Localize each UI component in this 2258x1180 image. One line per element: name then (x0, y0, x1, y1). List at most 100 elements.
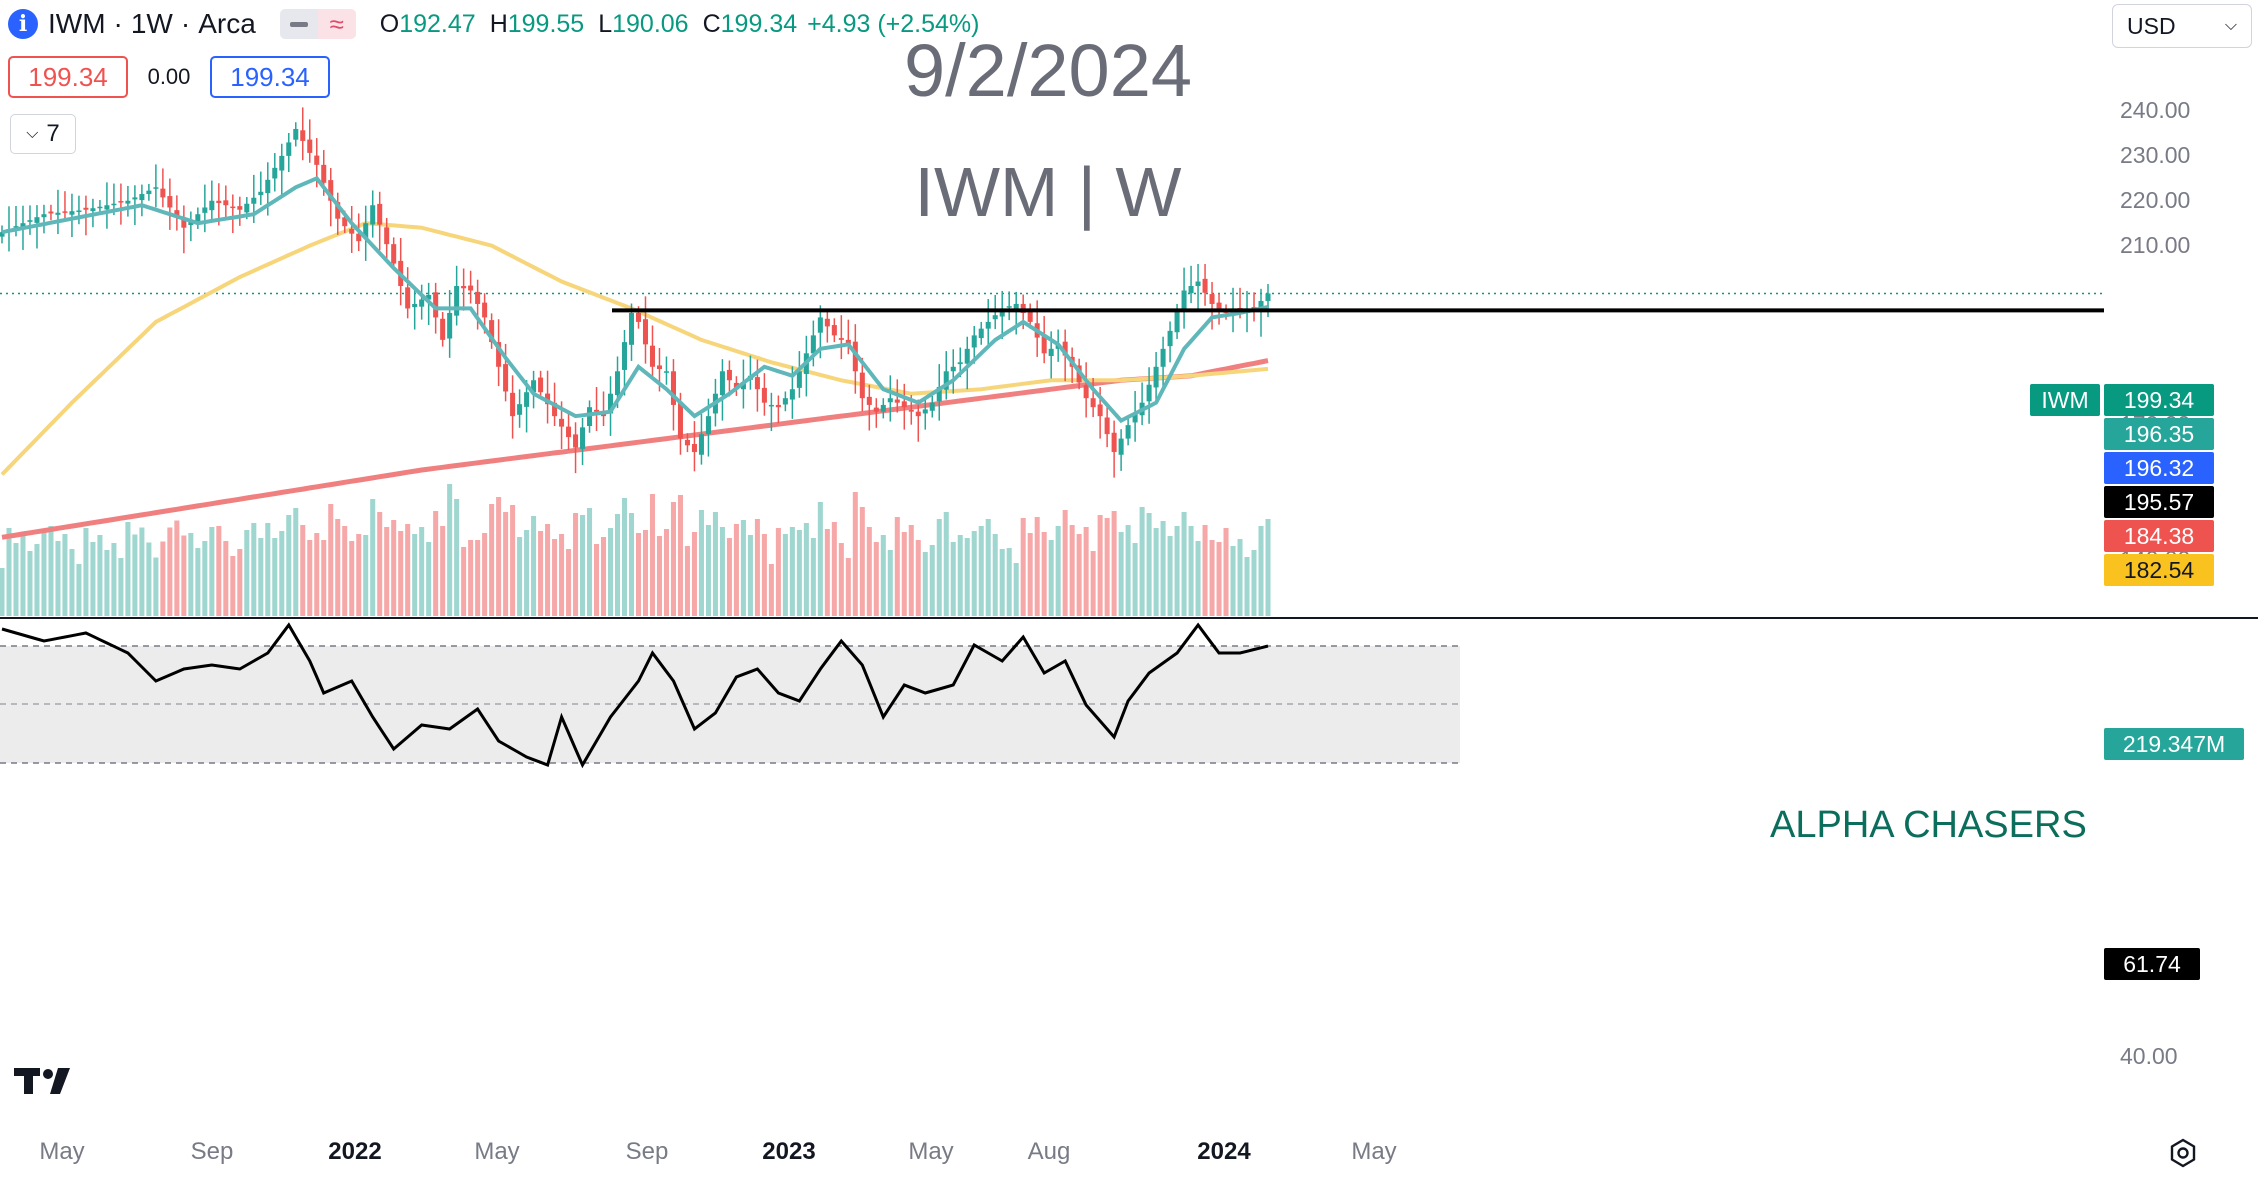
buy-button[interactable]: 199.34 (210, 56, 330, 98)
volume-bar (69, 549, 75, 616)
candle-body (559, 418, 565, 427)
volume-bar (321, 540, 327, 616)
ema2-price-tag: 196.32 (2104, 452, 2214, 484)
high-label: H (489, 9, 508, 38)
volume-bar (698, 510, 704, 616)
candle-body (125, 200, 131, 204)
candle-body (1160, 348, 1166, 367)
volume-bar (621, 498, 628, 616)
volume-bar (377, 512, 383, 616)
candle-body (293, 128, 299, 140)
time-axis-label: 2022 (328, 1138, 382, 1165)
candle-body (635, 312, 642, 322)
volume-bar (1230, 546, 1236, 616)
candle-body (244, 203, 250, 213)
separator: · (180, 8, 191, 39)
tradingview-logo[interactable] (14, 1066, 78, 1096)
time-axis-label: 2023 (762, 1138, 816, 1165)
settings-gear-icon[interactable] (2168, 1138, 2198, 1168)
candle-body (181, 217, 187, 228)
candle-body (754, 377, 760, 390)
volume-bar (307, 540, 313, 616)
compare-icon[interactable]: ≈ (317, 9, 356, 39)
volume-bar (601, 537, 607, 616)
time-axis-label: Sep (190, 1138, 234, 1165)
candle-body (887, 398, 893, 403)
time-axis-label: Sep (625, 1138, 669, 1165)
candle-body (475, 291, 481, 304)
candle-body (894, 399, 900, 403)
candle-body (957, 362, 963, 365)
volume-bar (768, 564, 774, 616)
exchange-label: Arca (198, 8, 256, 39)
volume-bar (922, 552, 928, 616)
candle-body (489, 320, 495, 343)
level-price-tag: 195.57 (2104, 486, 2214, 518)
candle-body (789, 389, 795, 400)
volume-bar (6, 528, 12, 616)
indicators-toggle[interactable]: ⌵ 7 (10, 114, 76, 154)
candle-body (328, 180, 334, 201)
volume-bar (293, 508, 299, 616)
candle-body (461, 286, 467, 289)
volume-bar (1083, 527, 1089, 616)
candle-body (97, 206, 103, 209)
candle-body (698, 434, 704, 455)
candle-body (1216, 302, 1222, 309)
volume-bar (146, 542, 152, 616)
symbol-name[interactable]: IWM (48, 8, 106, 39)
close-value: 199.34 (720, 9, 798, 38)
candle-body (971, 335, 977, 348)
candle-body (621, 342, 628, 370)
volume-bar (663, 529, 669, 616)
volume-bar (279, 531, 285, 616)
volume-bar (419, 527, 425, 616)
volume-bar (587, 508, 593, 616)
candle-body (55, 212, 61, 215)
sell-button[interactable]: 199.34 (8, 56, 128, 98)
price-axis-label: 240.00 (2120, 97, 2191, 123)
candle-body (195, 214, 201, 223)
candle-body (978, 328, 984, 339)
candle-body (34, 217, 40, 223)
time-axis-label: 2024 (1197, 1138, 1251, 1165)
volume-bar (845, 558, 851, 616)
volume-bar (1118, 532, 1124, 616)
candle-body (440, 318, 446, 340)
volume-bar (677, 495, 683, 616)
candle-body (999, 308, 1005, 317)
candle-body (104, 205, 110, 210)
volume-bar (286, 515, 292, 616)
volume-bar (132, 534, 138, 616)
candle-body (1188, 286, 1194, 294)
candle-body (545, 393, 551, 405)
volume-bar (866, 527, 872, 616)
volume-bar (887, 550, 893, 616)
interval-label[interactable]: 1W (130, 8, 173, 39)
currency-select[interactable]: USD ⌵ (2112, 4, 2252, 48)
candle-body (447, 312, 453, 339)
high-value: 199.55 (507, 9, 585, 38)
candle-body (468, 285, 474, 291)
volume-bar (880, 535, 886, 616)
volume-bar (482, 533, 488, 616)
visibility-toggle-icon[interactable] (279, 9, 318, 39)
candle-body (496, 342, 502, 367)
candle-body (628, 312, 635, 345)
volume-bar (1237, 539, 1243, 616)
volume-bar (915, 540, 921, 616)
volume-bar (810, 538, 816, 616)
change-value: +4.93 (+2.54%) (807, 9, 980, 38)
candle-body (1132, 413, 1138, 423)
info-icon[interactable]: i (8, 9, 38, 39)
volume-bar (90, 542, 96, 616)
volume-bar (573, 513, 579, 616)
volume-bar (1139, 507, 1145, 616)
candle-body (174, 210, 180, 218)
candle-body (880, 404, 886, 412)
candle-body (356, 233, 362, 242)
candle-body (13, 226, 19, 228)
candle-body (482, 302, 488, 318)
volume-bar (642, 530, 649, 616)
